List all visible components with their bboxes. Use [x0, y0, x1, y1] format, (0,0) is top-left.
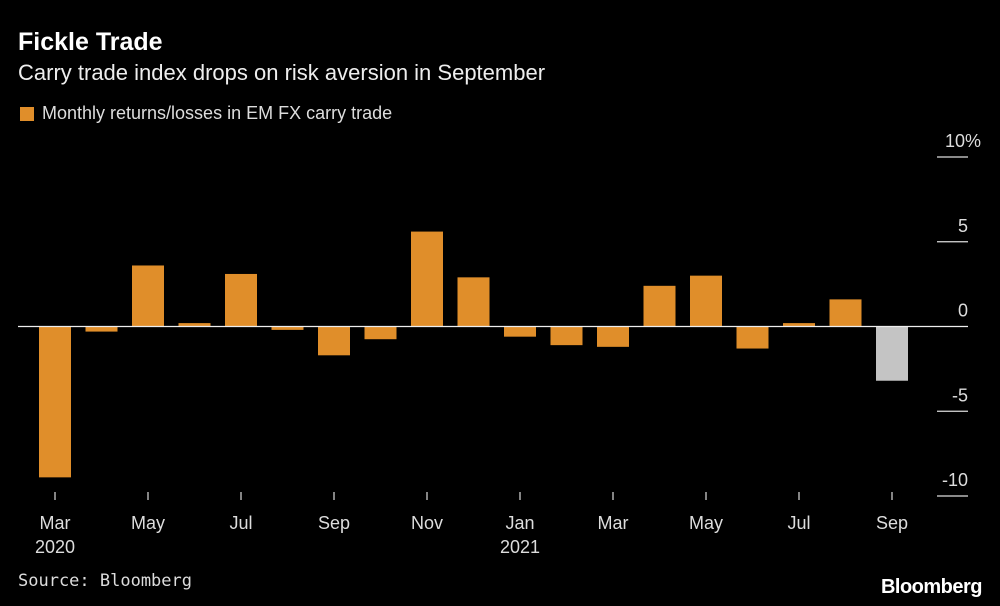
bar [597, 326, 629, 347]
bar [132, 265, 164, 327]
bar [457, 277, 490, 327]
bar [690, 275, 722, 327]
bar [829, 299, 862, 327]
legend-label: Monthly returns/losses in EM FX carry tr… [42, 103, 393, 123]
source-note: Source: Bloomberg [18, 571, 192, 591]
x-tick-label: Nov [411, 513, 443, 533]
y-tick-label: -5 [952, 385, 968, 405]
y-tick-label: -10 [942, 470, 968, 490]
x-tick-label: Mar [598, 513, 629, 533]
bar [364, 326, 397, 340]
bar [783, 323, 815, 327]
bar [318, 326, 350, 356]
bar [876, 326, 908, 381]
y-tick-label: 0 [958, 301, 968, 321]
bar [178, 323, 211, 327]
x-tick-label: May [689, 513, 723, 533]
bar [504, 326, 536, 337]
bar [39, 326, 71, 478]
chart-subtitle: Carry trade index drops on risk aversion… [18, 60, 546, 85]
bar [271, 326, 304, 330]
bar [225, 273, 257, 327]
x-tick-label: Sep [318, 513, 350, 533]
bar [736, 326, 769, 349]
x-tick-label: Mar [40, 513, 71, 533]
legend: Monthly returns/losses in EM FX carry tr… [20, 103, 392, 124]
y-tick-label: 5 [958, 216, 968, 236]
x-tick-year: 2021 [500, 537, 540, 557]
x-tick-year: 2020 [35, 537, 75, 557]
x-tick-label: Jan [505, 513, 534, 533]
y-tick-label: 10% [945, 131, 981, 151]
x-tick-label: May [131, 513, 165, 533]
x-tick-label: Jul [229, 513, 252, 533]
bar [550, 326, 583, 346]
bar [411, 231, 443, 327]
chart-title: Fickle Trade [18, 28, 163, 56]
bloomberg-logo: Bloomberg [880, 576, 983, 598]
legend-swatch [20, 106, 34, 121]
x-tick-label: Jul [787, 513, 810, 533]
x-tick-label: Sep [876, 513, 908, 533]
bar [643, 285, 676, 327]
bar [85, 326, 118, 332]
